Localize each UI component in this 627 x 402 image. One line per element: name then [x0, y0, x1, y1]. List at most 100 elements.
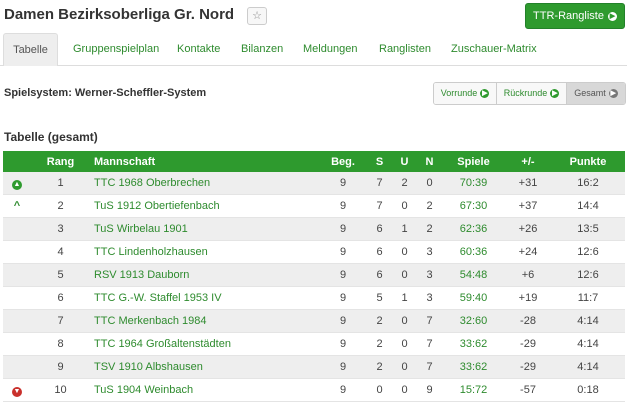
col-mannschaft: Mannschaft — [90, 151, 319, 172]
cell-s: 2 — [367, 309, 392, 333]
col-rang: Rang — [31, 151, 90, 172]
cell-n: 9 — [417, 378, 442, 402]
tab-gruppenspielplan[interactable]: Gruppenspielplan — [73, 43, 160, 55]
gesamt-label: Gesamt — [574, 88, 606, 98]
col-diff: +/- — [505, 151, 551, 172]
cell-spiele[interactable]: 54:48 — [442, 263, 505, 287]
cell-rang: 3 — [31, 217, 90, 241]
cell-diff: +6 — [505, 263, 551, 287]
tab-bilanzen[interactable]: Bilanzen — [241, 43, 284, 55]
row-indicator: ^ — [3, 194, 31, 218]
favorite-star-icon[interactable]: ☆ — [247, 7, 267, 25]
cell-u: 0 — [392, 378, 417, 402]
cell-u: 0 — [392, 332, 417, 356]
gesamt-button[interactable]: Gesamt ▶ — [567, 83, 625, 104]
table-row: 3 TuS Wirbelau 1901 9 6 1 2 62:36 +26 13:5 — [3, 217, 625, 241]
cell-spiele[interactable]: 70:39 — [442, 172, 505, 195]
cell-team[interactable]: TTC Lindenholzhausen — [90, 240, 319, 264]
arrow-right-icon: ▶ — [608, 89, 618, 98]
col-spiele: Spiele — [442, 151, 505, 172]
row-indicator: ▲ — [3, 172, 31, 195]
cell-spiele[interactable]: 33:62 — [442, 332, 505, 356]
vorrunde-label: Vorrunde — [440, 88, 478, 98]
cell-diff: -28 — [505, 309, 551, 333]
cell-team[interactable]: TTC G.-W. Staffel 1953 IV — [90, 286, 319, 310]
cell-s: 2 — [367, 332, 392, 356]
cell-team[interactable]: TTC 1964 Großaltenstädten — [90, 332, 319, 356]
tab-zuschauer-matrix[interactable]: Zuschauer-Matrix — [451, 43, 537, 55]
cell-beg: 9 — [319, 172, 367, 195]
row-indicator — [3, 355, 31, 379]
cell-team[interactable]: TuS 1912 Obertiefenbach — [90, 194, 319, 218]
table-row: 7 TTC Merkenbach 1984 9 2 0 7 32:60 -28 4:14 — [3, 309, 625, 333]
cell-team[interactable]: TuS Wirbelau 1901 — [90, 217, 319, 241]
row-indicator — [3, 309, 31, 333]
page-title: Damen Bezirksoberliga Gr. Nord — [4, 6, 235, 23]
cell-s: 6 — [367, 240, 392, 264]
cell-team[interactable]: TSV 1910 Albshausen — [90, 355, 319, 379]
tab-kontakte[interactable]: Kontakte — [177, 43, 221, 55]
table-row: 8 TTC 1964 Großaltenstädten 9 2 0 7 33:62 -29 4:… — [3, 332, 625, 356]
cell-diff: +26 — [505, 217, 551, 241]
col-u: U — [392, 151, 417, 172]
cell-s: 5 — [367, 286, 392, 310]
cell-n: 2 — [417, 194, 442, 218]
cell-team[interactable]: RSV 1913 Dauborn — [90, 263, 319, 287]
cell-beg: 9 — [319, 217, 367, 241]
cell-beg: 9 — [319, 286, 367, 310]
cell-n: 3 — [417, 286, 442, 310]
tab-tabelle[interactable]: Tabelle — [3, 33, 58, 66]
cell-spiele[interactable]: 33:62 — [442, 355, 505, 379]
tab-ranglisten[interactable]: Ranglisten — [379, 43, 431, 55]
cell-s: 6 — [367, 263, 392, 287]
round-button-group: Vorrunde ▶ Rückrunde ▶ Gesamt ▶ — [433, 82, 626, 105]
cell-spiele[interactable]: 60:36 — [442, 240, 505, 264]
cell-u: 1 — [392, 286, 417, 310]
cell-s: 6 — [367, 217, 392, 241]
ttr-rangliste-button[interactable]: TTR-Rangliste ▶ — [525, 3, 625, 29]
cell-rang: 2 — [31, 194, 90, 218]
cell-spiele[interactable]: 32:60 — [442, 309, 505, 333]
cell-diff: +24 — [505, 240, 551, 264]
cell-n: 7 — [417, 355, 442, 379]
col-n: N — [417, 151, 442, 172]
cell-n: 3 — [417, 263, 442, 287]
tab-meldungen[interactable]: Meldungen — [303, 43, 358, 55]
cell-n: 0 — [417, 172, 442, 195]
promote-icon: ^ — [13, 200, 21, 212]
arrow-right-icon: ▶ — [550, 89, 560, 98]
table-row: 5 RSV 1913 Dauborn 9 6 0 3 54:48 +6 12:6 — [3, 263, 625, 287]
cell-punkte: 11:7 — [551, 286, 625, 310]
cell-punkte: 12:6 — [551, 240, 625, 264]
cell-team[interactable]: TTC 1968 Oberbrechen — [90, 172, 319, 195]
col-beg: Beg. — [319, 151, 367, 172]
rueckrunde-button[interactable]: Rückrunde ▶ — [497, 83, 567, 104]
table-row: 6 TTC G.-W. Staffel 1953 IV 9 5 1 3 59:40 +19 11… — [3, 286, 625, 310]
cell-spiele[interactable]: 62:36 — [442, 217, 505, 241]
table-row: 4 TTC Lindenholzhausen 9 6 0 3 60:36 +24 12:6 — [3, 240, 625, 264]
vorrunde-button[interactable]: Vorrunde ▶ — [434, 83, 497, 104]
row-indicator — [3, 332, 31, 356]
cell-beg: 9 — [319, 355, 367, 379]
cell-rang: 8 — [31, 332, 90, 356]
spielsystem-label: Spielsystem: Werner-Scheffler-System — [4, 87, 207, 99]
cell-rang: 1 — [31, 172, 90, 195]
cell-spiele[interactable]: 59:40 — [442, 286, 505, 310]
cell-spiele[interactable]: 15:72 — [442, 378, 505, 402]
relegate-icon: ▼ — [12, 386, 22, 397]
section-title: Tabelle (gesamt) — [4, 130, 98, 144]
col-punkte: Punkte — [551, 151, 625, 172]
row-indicator — [3, 286, 31, 310]
cell-team[interactable]: TTC Merkenbach 1984 — [90, 309, 319, 333]
cell-u: 0 — [392, 240, 417, 264]
cell-diff: -57 — [505, 378, 551, 402]
cell-team[interactable]: TuS 1904 Weinbach — [90, 378, 319, 402]
arrow-right-icon: ▶ — [607, 11, 617, 21]
table-row: ▼ 10 TuS 1904 Weinbach 9 0 0 9 15:72 -57 0:18 — [3, 378, 625, 402]
cell-spiele[interactable]: 67:30 — [442, 194, 505, 218]
cell-punkte: 4:14 — [551, 332, 625, 356]
standings-table: Rang Mannschaft Beg. S U N Spiele +/- Pu… — [3, 151, 625, 402]
cell-rang: 6 — [31, 286, 90, 310]
rueckrunde-label: Rückrunde — [503, 88, 548, 98]
ttr-button-label: TTR-Rangliste — [533, 10, 604, 22]
